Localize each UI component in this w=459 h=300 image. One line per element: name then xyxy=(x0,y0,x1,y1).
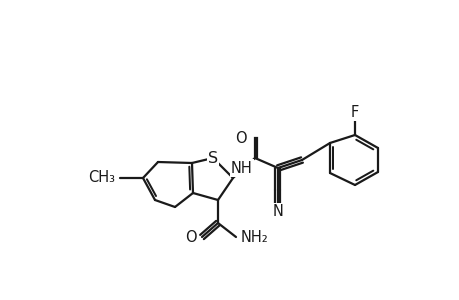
Text: O: O xyxy=(235,130,246,146)
Text: F: F xyxy=(350,104,358,119)
Text: CH₃: CH₃ xyxy=(88,170,115,185)
Text: N: N xyxy=(272,205,283,220)
Text: NH₂: NH₂ xyxy=(241,230,268,244)
Text: S: S xyxy=(207,151,218,166)
Text: NH: NH xyxy=(230,160,252,175)
Text: O: O xyxy=(185,230,196,244)
